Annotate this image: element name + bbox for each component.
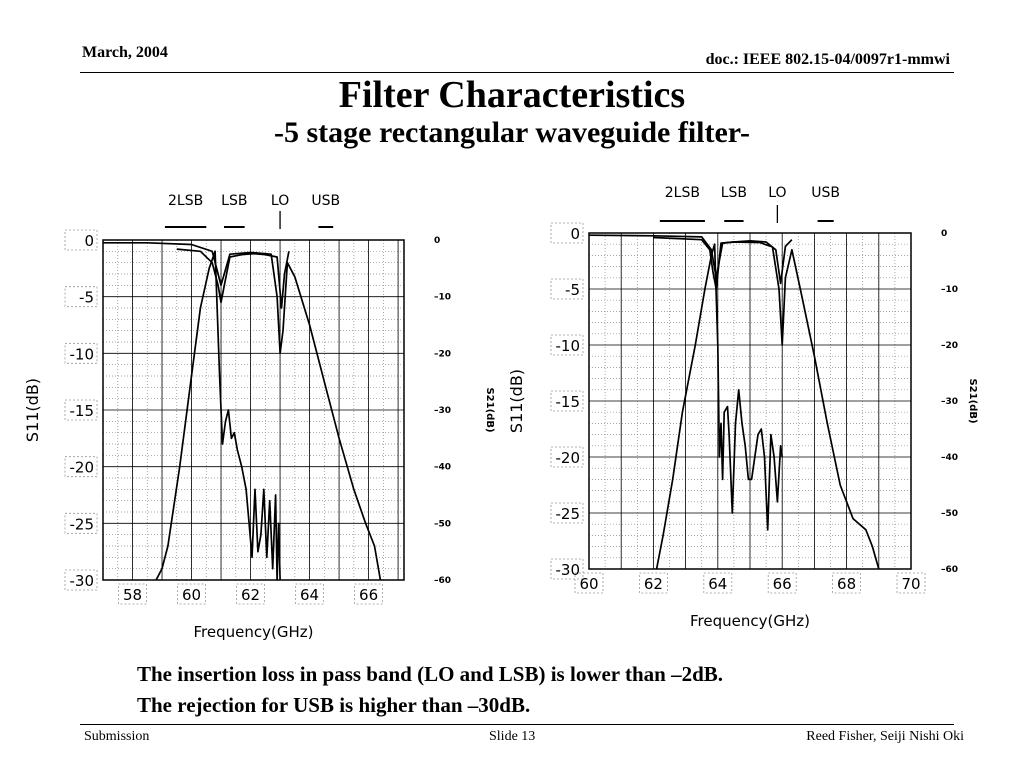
ytick-label-box <box>64 342 98 364</box>
xtick-label: 64 <box>300 586 319 604</box>
series-line-s11 <box>176 248 290 309</box>
ytick-label: 0 <box>570 225 580 243</box>
ytick-label-right: –60 <box>941 565 958 575</box>
band-label: USB <box>311 193 340 209</box>
xtick-label-box <box>639 572 668 594</box>
xtick-label: 66 <box>359 586 378 604</box>
xtick-label: 62 <box>644 575 663 593</box>
xtick-label-box <box>295 583 324 605</box>
ytick-label-right: –30 <box>941 397 958 407</box>
xtick-label-box <box>177 583 206 605</box>
ytick-label-box <box>550 222 584 244</box>
ytick-label: -20 <box>70 459 95 477</box>
xtick-label-box <box>236 583 265 605</box>
plot-frame <box>588 232 912 570</box>
ytick-label-right: 0 <box>941 229 947 239</box>
ytick-label: -5 <box>79 289 94 307</box>
ytick-label-box <box>64 229 98 251</box>
grid-major <box>589 232 911 570</box>
series-line-s21 <box>588 234 880 570</box>
xtick-label: 60 <box>182 586 201 604</box>
note-rejection: The rejection for USB is higher than –30… <box>137 693 531 717</box>
footer-rule <box>80 724 954 725</box>
ytick-label: -25 <box>70 515 95 533</box>
xtick-label-box <box>354 583 383 605</box>
xtick-label: 58 <box>123 586 142 604</box>
xtick-label-box <box>896 572 926 594</box>
note-insertion-loss: The insertion loss in pass band (LO and … <box>137 662 724 686</box>
ytick-label-box <box>64 286 98 308</box>
ytick-label-right: –20 <box>434 349 451 359</box>
ytick-label: -10 <box>70 345 95 363</box>
series-line-s21 <box>103 241 382 581</box>
ytick-label-box <box>64 569 98 591</box>
ytick-label-right: –10 <box>434 293 451 303</box>
x-axis-label: Frequency(GHz) <box>194 623 314 641</box>
y-axis-label-right: S21(dB) <box>967 378 978 423</box>
xtick-label: 68 <box>837 575 856 593</box>
ytick-label-box <box>550 502 584 524</box>
ytick-label: -15 <box>70 402 95 420</box>
y-axis-label-right: S21(dB) <box>484 387 495 432</box>
ytick-label-right: –60 <box>434 576 451 586</box>
ytick-label-box <box>550 278 584 300</box>
ytick-label: -30 <box>70 572 95 590</box>
ytick-label: -15 <box>556 393 581 411</box>
y-axis-label: S11(dB) <box>507 369 526 433</box>
ytick-label-box <box>64 512 98 534</box>
ytick-label-right: –30 <box>434 406 451 416</box>
band-label: LO <box>271 193 289 209</box>
band-label: LO <box>768 185 786 201</box>
footer-authors: Reed Fisher, Seiji Nishi Oki <box>806 729 964 744</box>
plot-frame <box>102 239 405 581</box>
ytick-label-right: –50 <box>434 519 451 529</box>
ytick-label: 0 <box>84 232 94 250</box>
xtick-label-box <box>574 572 604 594</box>
slide-subtitle: -5 stage rectangular waveguide filter- <box>273 116 750 149</box>
ytick-label-right: 0 <box>434 236 440 246</box>
ytick-label: -25 <box>556 505 581 523</box>
xtick-label: 70 <box>901 575 920 593</box>
header-date: March, 2004 <box>82 44 168 61</box>
slide-title: Filter Characteristics <box>338 74 686 116</box>
ytick-label-right: –20 <box>941 341 958 351</box>
footer-slide-number: Slide 13 <box>489 729 536 744</box>
y-axis-label: S11(dB) <box>23 378 42 442</box>
ytick-label-box <box>550 558 584 580</box>
header-rule <box>80 72 954 73</box>
ytick-label-right: –50 <box>941 509 958 519</box>
header-doc-id: doc.: IEEE 802.15-04/0097r1-mmwi <box>705 51 950 68</box>
band-label: 2LSB <box>168 193 203 209</box>
ytick-label-box <box>64 399 98 421</box>
ytick-label-box <box>64 456 98 478</box>
xtick-label-box <box>703 572 733 594</box>
band-label: 2LSB <box>665 185 700 201</box>
ytick-label: -30 <box>556 561 581 579</box>
ytick-label-box <box>550 446 584 468</box>
ytick-label-box <box>550 334 584 356</box>
band-label: LSB <box>721 185 747 201</box>
ytick-label: -5 <box>565 281 580 299</box>
ytick-label-right: –40 <box>434 463 451 473</box>
series-line-s11 <box>155 250 281 581</box>
xtick-label: 62 <box>241 586 260 604</box>
x-axis-label: Frequency(GHz) <box>690 612 810 630</box>
ytick-label: -20 <box>556 449 581 467</box>
series-line-s11 <box>655 243 784 570</box>
ytick-label-box <box>550 390 584 412</box>
band-label: LSB <box>221 193 247 209</box>
xtick-label: 60 <box>579 575 598 593</box>
band-label: USB <box>811 185 840 201</box>
ytick-label: -10 <box>556 337 581 355</box>
footer-submission: Submission <box>84 729 150 744</box>
xtick-label-box <box>832 572 861 594</box>
ytick-label-right: –40 <box>941 453 958 463</box>
xtick-label-box <box>767 572 797 594</box>
ytick-label-right: –10 <box>941 285 958 295</box>
xtick-label: 66 <box>773 575 792 593</box>
xtick-label: 64 <box>708 575 727 593</box>
xtick-label-box <box>118 583 147 605</box>
